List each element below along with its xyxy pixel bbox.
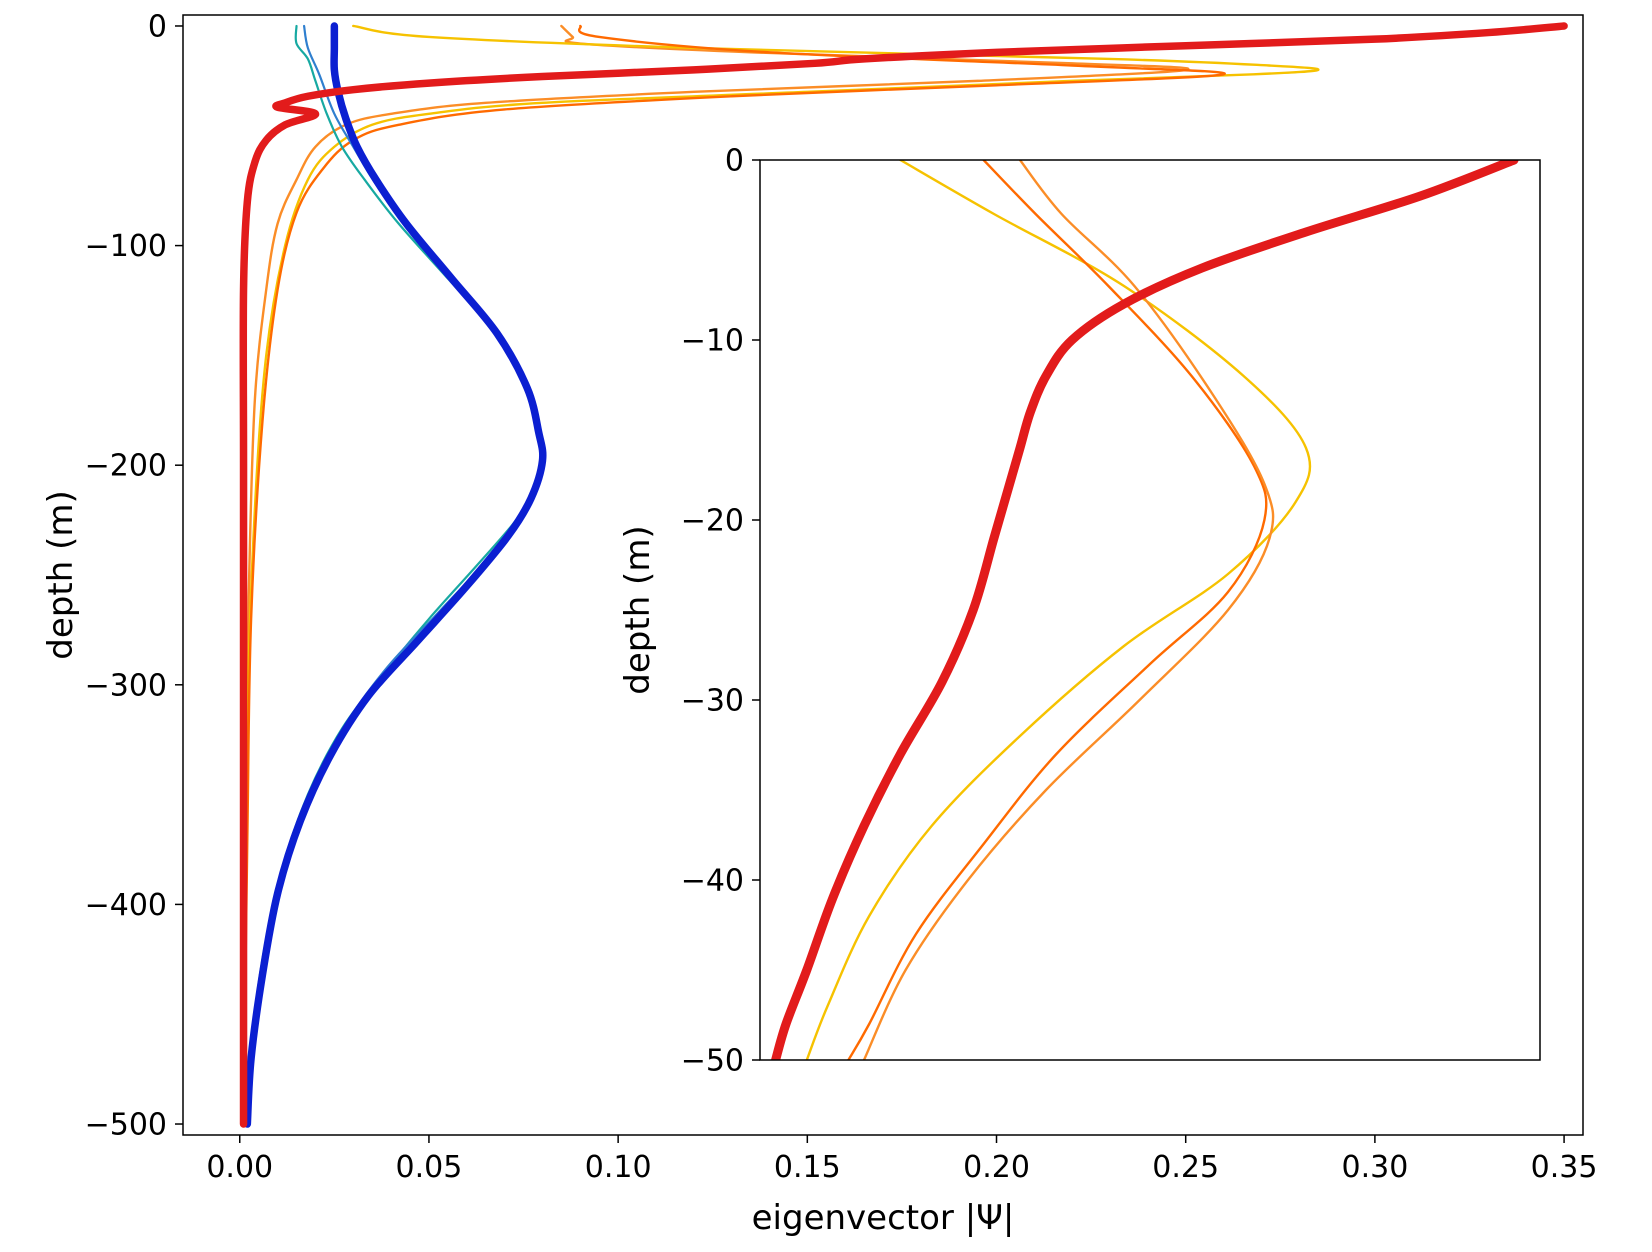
inset-plot-ytick-label: 0 xyxy=(725,144,744,179)
inset-plot-ytick-label: −30 xyxy=(681,684,744,719)
main-plot-xlabel: eigenvector |Ψ| xyxy=(752,1198,1015,1238)
main-plot-ytick-label: −500 xyxy=(85,1108,167,1143)
main-plot-xtick-label: 0.10 xyxy=(585,1150,652,1185)
inset-plot-ytick-label: −20 xyxy=(681,504,744,539)
main-plot-ytick-label: −300 xyxy=(85,668,167,703)
inset-plot-ylabel: depth (m) xyxy=(618,525,658,694)
main-plot-ytick-label: 0 xyxy=(148,9,167,44)
main-plot-xtick-label: 0.25 xyxy=(1152,1150,1219,1185)
figure: 0.000.050.100.150.200.250.300.350−100−20… xyxy=(0,0,1652,1252)
inset-plot-ytick-label: −10 xyxy=(681,324,744,359)
main-plot-ytick-label: −100 xyxy=(85,229,167,264)
main-plot-ylabel: depth (m) xyxy=(41,490,81,659)
main-plot-xtick-label: 0.20 xyxy=(963,1150,1030,1185)
main-plot-xtick-label: 0.35 xyxy=(1531,1150,1598,1185)
main-plot-xtick-label: 0.00 xyxy=(206,1150,273,1185)
main-plot-xtick-label: 0.05 xyxy=(396,1150,463,1185)
main-plot-xtick-label: 0.30 xyxy=(1341,1150,1408,1185)
plot-svg: 0.000.050.100.150.200.250.300.350−100−20… xyxy=(0,0,1652,1252)
inset-plot-ytick-label: −50 xyxy=(681,1044,744,1079)
main-plot-ytick-label: −400 xyxy=(85,888,167,923)
main-plot-xtick-label: 0.15 xyxy=(774,1150,841,1185)
main-plot-ytick-label: −200 xyxy=(85,449,167,484)
inset-plot-ytick-label: −40 xyxy=(681,864,744,899)
